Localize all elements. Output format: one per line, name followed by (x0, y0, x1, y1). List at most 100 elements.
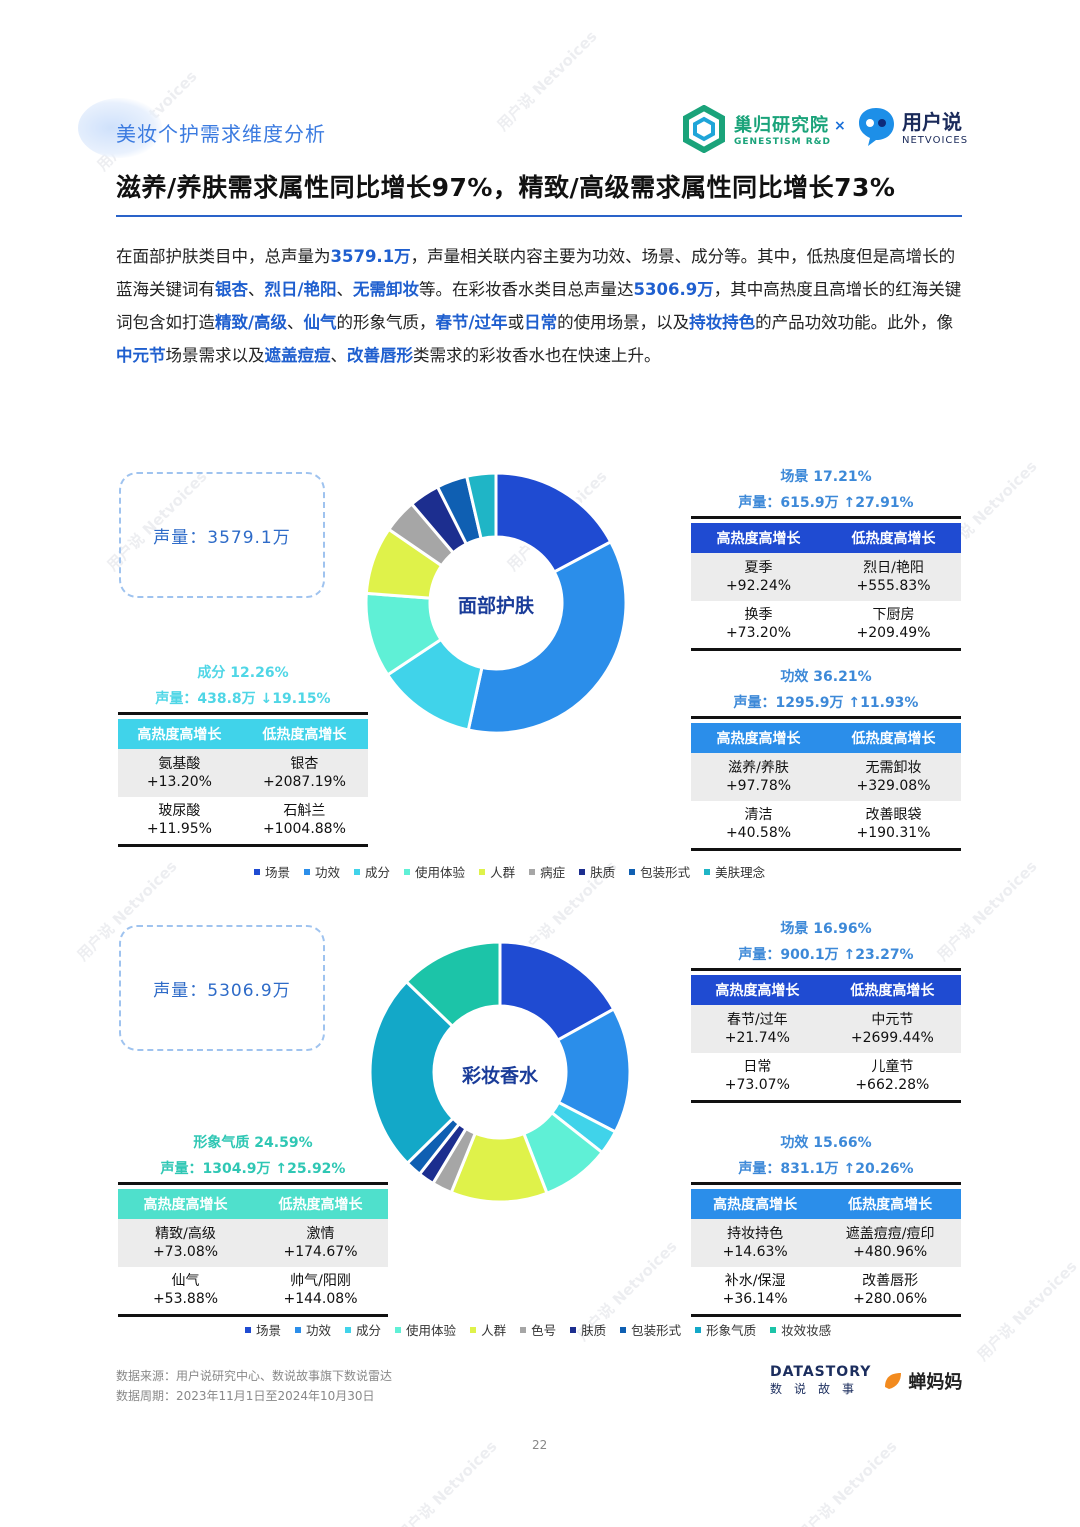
table-header: 低热度高增长 (823, 975, 961, 1005)
legend-label: 肤质 (581, 1323, 607, 1338)
table-header: 低热度高增长 (819, 1189, 961, 1219)
legend-label: 病症 (540, 865, 566, 880)
table-header: 高热度高增长 (691, 523, 826, 553)
keyword-table: 高热度高增长 低热度高增长 氨基酸 +13.20% 银杏 +2087.19% 玻尿酸 +… (118, 719, 368, 847)
table-top-rule (118, 1182, 388, 1185)
watermark: 用户说 Netvoices (393, 1437, 501, 1527)
table-cell: 遮盖痘痘/痘印 +480.96% (819, 1219, 961, 1267)
block-makeup-scene: 场景 16.96% 声量：900.1万 ↑23.27% 高热度高增长 低热度高增长… (691, 916, 961, 1103)
legend-item: 包装形式 (620, 1320, 681, 1339)
block-subtitle: 声量：900.1万 ↑23.27% (738, 947, 914, 963)
netvoices-logo-cn: 用户说 (902, 110, 962, 134)
makeup-volume-box: 声量：5306.9万 (119, 925, 325, 1051)
table-header: 低热度高增长 (240, 719, 368, 749)
legend-item: 人群 (470, 1320, 506, 1339)
table-cell: 银杏 +2087.19% (240, 749, 368, 797)
table-cell: 补水/保湿 +36.14% (691, 1267, 820, 1317)
datastory-logo-cn: 数说故事 (770, 1382, 867, 1396)
legend-swatch (620, 1326, 627, 1333)
table-header: 低热度高增长 (253, 1189, 388, 1219)
legend-swatch (470, 1326, 477, 1333)
legend-label: 功效 (306, 1323, 332, 1338)
table-header: 低热度高增长 (826, 523, 961, 553)
legend-swatch (245, 1326, 251, 1333)
table-row: 春节/过年 +21.74% 中元节 +2699.44% (691, 1005, 961, 1053)
table-row: 滋养/养肤 +97.78% 无需卸妆 +329.08% (691, 753, 961, 801)
legend-swatch (295, 1326, 302, 1333)
skincare-volume-box: 声量：3579.1万 (119, 472, 325, 598)
legend-swatch (404, 868, 411, 875)
legend-label: 人群 (481, 1323, 507, 1338)
legend-label: 人群 (490, 865, 516, 880)
table-cell: 氨基酸 +13.20% (118, 749, 241, 797)
data-period-text: 数据周期：2023年11月1日至2024年10月30日 (116, 1389, 375, 1403)
donut-slice (368, 979, 456, 1166)
legend-swatch (570, 1326, 577, 1333)
legend-label: 包装形式 (631, 1323, 682, 1338)
legend-label: 肤质 (590, 865, 616, 880)
legend-item: 肤质 (579, 862, 615, 881)
genestism-logo-icon (683, 105, 725, 153)
legend-item: 美肤理念 (704, 862, 765, 881)
legend-item: 场景 (254, 862, 290, 881)
netvoices-logo-icon (859, 108, 894, 146)
block-title: 形象气质 24.59% (193, 1135, 313, 1151)
block-subtitle: 声量：831.1万 ↑20.26% (738, 1161, 914, 1177)
logo-separator: × (834, 118, 846, 134)
chanmama-logo-icon (885, 1372, 902, 1389)
keyword-table: 高热度高增长 低热度高增长 精致/高级 +73.08% 激情 +174.67% 仙气 +… (118, 1189, 388, 1317)
table-cell: 烈日/艳阳 +555.83% (826, 553, 961, 601)
block-subtitle: 声量：615.9万 ↑27.91% (738, 495, 914, 511)
intro-paragraph: 在面部护肤类目中，总声量为3579.1万，声量相关联内容主要为功效、场景、成分等… (116, 247, 962, 365)
table-cell: 无需卸妆 +329.08% (826, 753, 961, 801)
donut-slice (404, 940, 502, 1029)
legend-item: 成分 (354, 862, 390, 881)
legend-item: 成分 (345, 1320, 381, 1339)
legend-item: 使用体验 (395, 1320, 456, 1339)
legend-swatch (345, 1326, 352, 1333)
table-row: 夏季 +92.24% 烈日/艳阳 +555.83% (691, 553, 961, 601)
legend-item: 包装形式 (629, 862, 690, 881)
legend-item: 使用体验 (404, 862, 465, 881)
block-title: 成分 12.26% (197, 665, 289, 681)
table-cell: 激情 +174.67% (253, 1219, 388, 1267)
legend-swatch (354, 868, 361, 875)
block-makeup-image: 形象气质 24.59% 声量：1304.9万 ↑25.92% 高热度高增长 低热度… (118, 1130, 388, 1317)
genestism-logo: 巢归研究院 GENESTISM R&D (680, 105, 831, 153)
table-row: 精致/高级 +73.08% 激情 +174.67% (118, 1219, 388, 1267)
block-subtitle: 声量：1295.9万 ↑11.93% (733, 695, 919, 711)
block-skincare-scene: 场景 17.21% 声量：615.9万 ↑27.91% 高热度高增长 低热度高增长… (691, 464, 961, 651)
table-cell: 仙气 +53.88% (118, 1267, 253, 1317)
page-title: 滋养/养肤需求属性同比增长97%，精致/高级需求属性同比增长73% (116, 173, 896, 202)
legend-swatch (254, 868, 260, 875)
title-divider (116, 215, 962, 217)
legend-item: 人群 (479, 862, 515, 881)
skincare-donut-center-label: 面部护肤 (457, 595, 534, 617)
legend-label: 包装形式 (640, 865, 691, 880)
skincare-legend: 场景 功效 成分 使用体验 人群 病症 肤质 包装形式 美肤理念 (254, 862, 765, 881)
legend-label: 成分 (356, 1323, 382, 1338)
footer-source: 数据来源：用户说研究中心、数说故事旗下数说雷达 数据周期：2023年11月1日至… (116, 1366, 392, 1406)
keyword-table: 高热度高增长 低热度高增长 滋养/养肤 +97.78% 无需卸妆 +329.08% 清… (691, 723, 961, 851)
block-makeup-effect: 功效 15.66% 声量：831.1万 ↑20.26% 高热度高增长 低热度高增长… (691, 1130, 961, 1317)
table-cell: 改善眼袋 +190.31% (826, 801, 961, 851)
chanmama-logo-text: 蝉妈妈 (908, 1371, 963, 1393)
table-row: 氨基酸 +13.20% 银杏 +2087.19% (118, 749, 368, 797)
donut-slice (466, 539, 628, 735)
legend-label: 妆效妆感 (781, 1323, 832, 1338)
watermark: 用户说 Netvoices (973, 1257, 1080, 1365)
table-top-rule (691, 516, 961, 519)
makeup-donut-chart (368, 940, 632, 1204)
datastory-logo: DATASTORY 数说故事 (770, 1364, 871, 1397)
table-row: 持妆持色 +14.63% 遮盖痘痘/痘印 +480.96% (691, 1219, 961, 1267)
keyword-table: 高热度高增长 低热度高增长 夏季 +92.24% 烈日/艳阳 +555.83% 换季 +… (691, 523, 961, 651)
table-top-rule (118, 712, 368, 715)
legend-swatch (770, 1326, 777, 1333)
table-cell: 夏季 +92.24% (691, 553, 826, 601)
table-cell: 石斛兰 +1004.88% (240, 797, 368, 847)
legend-item: 病症 (529, 862, 565, 881)
section-label: 美妆个护需求维度分析 (116, 122, 326, 146)
legend-swatch (704, 868, 711, 875)
legend-label: 使用体验 (415, 865, 466, 880)
table-row: 玻尿酸 +11.95% 石斛兰 +1004.88% (118, 797, 368, 847)
